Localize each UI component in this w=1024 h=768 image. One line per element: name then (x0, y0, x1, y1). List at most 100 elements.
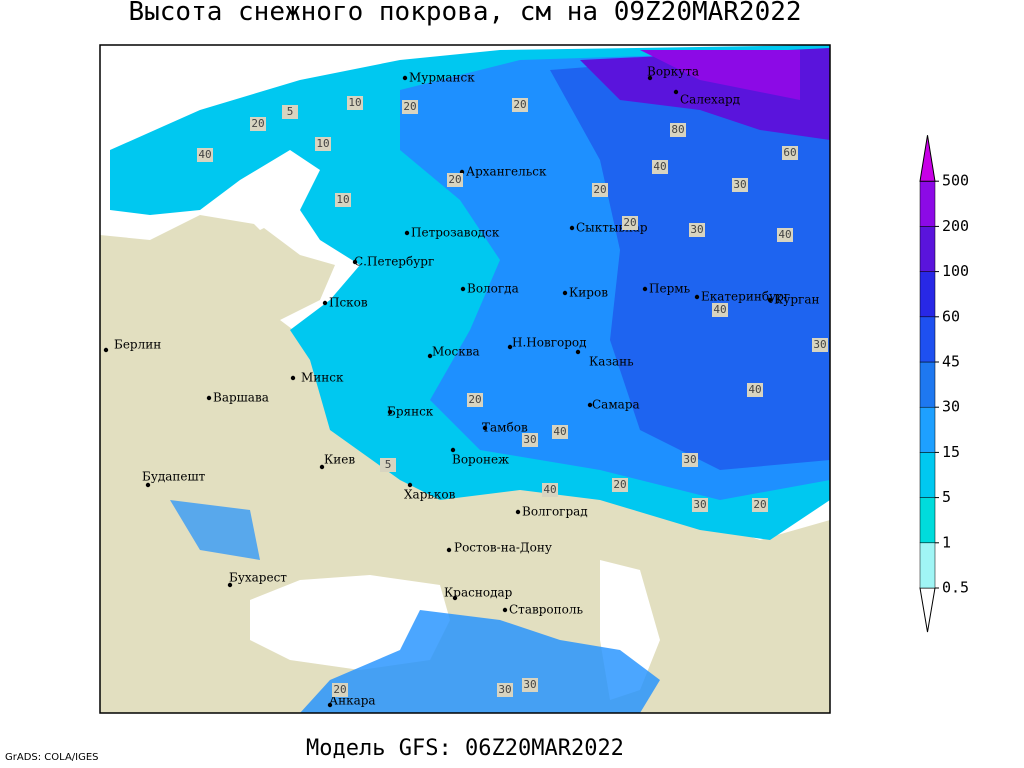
city-label: Мурманск (409, 71, 475, 85)
contour-label: 40 (543, 483, 556, 496)
contour-label-box (522, 433, 538, 447)
contour-label-box (732, 178, 748, 192)
contour-label-box (347, 96, 363, 110)
contour-label: 20 (593, 183, 606, 196)
legend-swatch (919, 316, 936, 363)
city-label: Краснодар (444, 586, 513, 600)
contour-label: 10 (336, 193, 349, 206)
legend-high-triangle (919, 135, 936, 182)
credit: GrADS: COLA/IGES (5, 752, 99, 763)
contour-label: 20 (448, 173, 461, 186)
legend-label: 15 (942, 443, 960, 461)
contour-label: 20 (613, 478, 626, 491)
city-label: Вологда (467, 282, 519, 296)
contour-label-box (522, 678, 538, 692)
contour-label: 10 (316, 137, 329, 150)
city-dot (587, 402, 593, 408)
city-dot (502, 607, 508, 613)
city-label: С.Петербург (354, 255, 434, 269)
contour-label: 20 (251, 117, 264, 130)
city-label: Пермь (649, 282, 691, 296)
contour-label: 40 (653, 160, 666, 173)
contour-label-box (712, 303, 728, 317)
city-dot (515, 509, 521, 515)
legend-label: 30 (942, 398, 960, 416)
contour-label: 30 (683, 453, 696, 466)
city-label: Берлин (114, 338, 161, 352)
legend-label: 1 (942, 533, 951, 551)
city-dot (322, 300, 328, 306)
contour-label: 20 (513, 98, 526, 111)
contour-label-box (782, 146, 798, 160)
contour-label: 20 (623, 216, 636, 229)
legend-label: 60 (942, 307, 960, 325)
city-label: Петрозаводск (411, 226, 500, 240)
legend-label: 100 (942, 262, 969, 280)
city-dot (450, 447, 456, 453)
city-label: Минск (301, 371, 344, 385)
city-label: Киев (324, 453, 355, 467)
contour-label: 80 (671, 123, 684, 136)
city-dot (482, 425, 488, 431)
contour-label: 5 (287, 105, 294, 118)
city-dot (327, 702, 333, 708)
legend-swatch (919, 542, 936, 589)
contour-label-box (752, 498, 768, 512)
city-dot (402, 75, 408, 81)
contour-label-box (652, 160, 668, 174)
contour-label-box (747, 383, 763, 397)
contour-label: 30 (693, 498, 706, 511)
city-label: Киров (569, 286, 608, 300)
city-dot (694, 294, 700, 300)
city-label: Волгоград (522, 505, 588, 519)
contour-label-box (682, 453, 698, 467)
contour-label-box (812, 338, 828, 352)
contour-label: 20 (753, 498, 766, 511)
contour-label: 20 (333, 683, 346, 696)
contour-label-box (670, 123, 686, 137)
legend-swatch (919, 271, 936, 318)
city-label: Воркута (647, 65, 699, 79)
contour-label-box (332, 683, 348, 697)
contour-label: 30 (733, 178, 746, 191)
city-label: Воронеж (452, 453, 509, 467)
contour-label-box (592, 183, 608, 197)
contour-label-box (197, 148, 213, 162)
city-dot (569, 225, 575, 231)
legend-label: 45 (942, 353, 960, 371)
city-dot (673, 89, 679, 95)
contour-label-box (689, 223, 705, 237)
city-dot (767, 297, 773, 303)
contour-label: 20 (403, 100, 416, 113)
contour-label: 30 (813, 338, 826, 351)
city-label: Будапешт (142, 470, 206, 484)
contour-label-box (552, 425, 568, 439)
contour-label: 60 (783, 146, 796, 159)
city-label: Курган (774, 293, 819, 307)
city-dot (562, 290, 568, 296)
city-dot (427, 353, 433, 359)
city-dot (319, 464, 325, 470)
city-dot (206, 395, 212, 401)
legend-low-triangle (919, 587, 936, 633)
legend-label: 500 (942, 172, 969, 190)
contour-label-box (282, 105, 298, 119)
city-label: Н.Новгород (512, 336, 587, 350)
city-label: Ставрополь (509, 603, 583, 617)
city-dot (404, 230, 410, 236)
contour-label-box (380, 458, 396, 472)
city-dot (452, 595, 458, 601)
legend-label: 0.5 (942, 579, 969, 597)
legend-swatch (919, 361, 936, 408)
contour-label: 40 (553, 425, 566, 438)
contour-label-box (497, 683, 513, 697)
city-label: Тамбов (482, 421, 528, 435)
city-dot (460, 286, 466, 292)
contour-label-box (447, 173, 463, 187)
contour-label: 40 (713, 303, 726, 316)
city-dot (145, 482, 151, 488)
legend-swatch (919, 497, 936, 544)
legend-swatch (919, 452, 936, 498)
city-label: Псков (329, 296, 368, 310)
contour-label: 30 (498, 683, 511, 696)
